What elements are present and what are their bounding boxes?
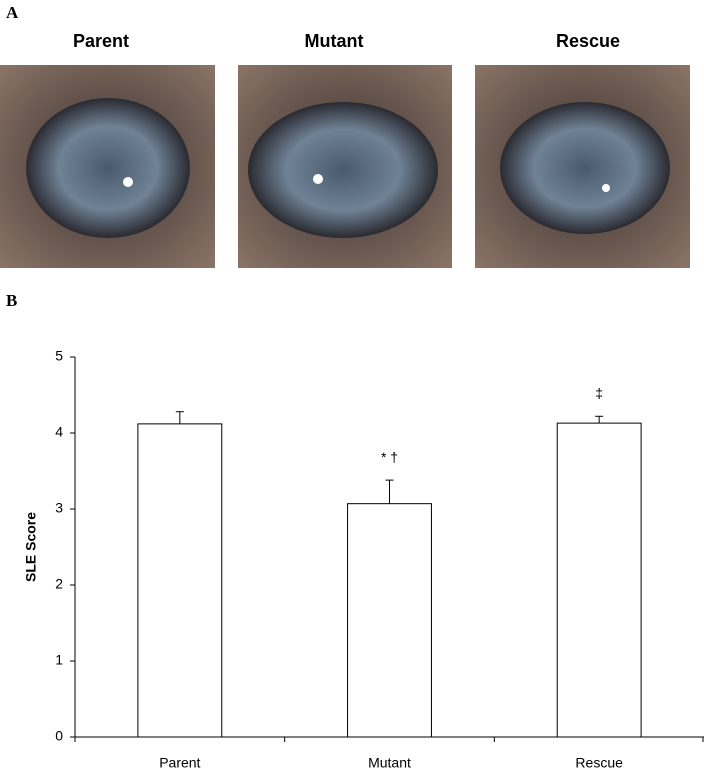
panel-label: A	[6, 3, 19, 22]
photo	[475, 65, 690, 268]
y-tick-label: 0	[55, 728, 63, 744]
y-tick-label: 1	[55, 652, 63, 668]
photo-label: Parent	[73, 31, 129, 51]
bar	[137, 423, 223, 738]
significance-mark: * †	[381, 449, 398, 465]
bar	[347, 503, 432, 738]
photo	[0, 65, 215, 268]
y-tick-label: 5	[55, 348, 63, 364]
photo-label: Mutant	[305, 31, 364, 51]
y-tick-label: 2	[55, 576, 63, 592]
photo	[238, 65, 452, 268]
panel-label: B	[6, 291, 17, 310]
y-axis-label: SLE Score	[23, 512, 39, 582]
y-tick-label: 4	[55, 424, 63, 440]
x-tick-label: Mutant	[368, 755, 411, 770]
x-tick-label: Parent	[159, 755, 200, 770]
significance-mark: ‡	[595, 385, 603, 401]
bar	[556, 422, 642, 738]
photo-label: Rescue	[556, 31, 620, 51]
x-tick-label: Rescue	[575, 755, 623, 770]
y-tick-label: 3	[55, 500, 63, 516]
